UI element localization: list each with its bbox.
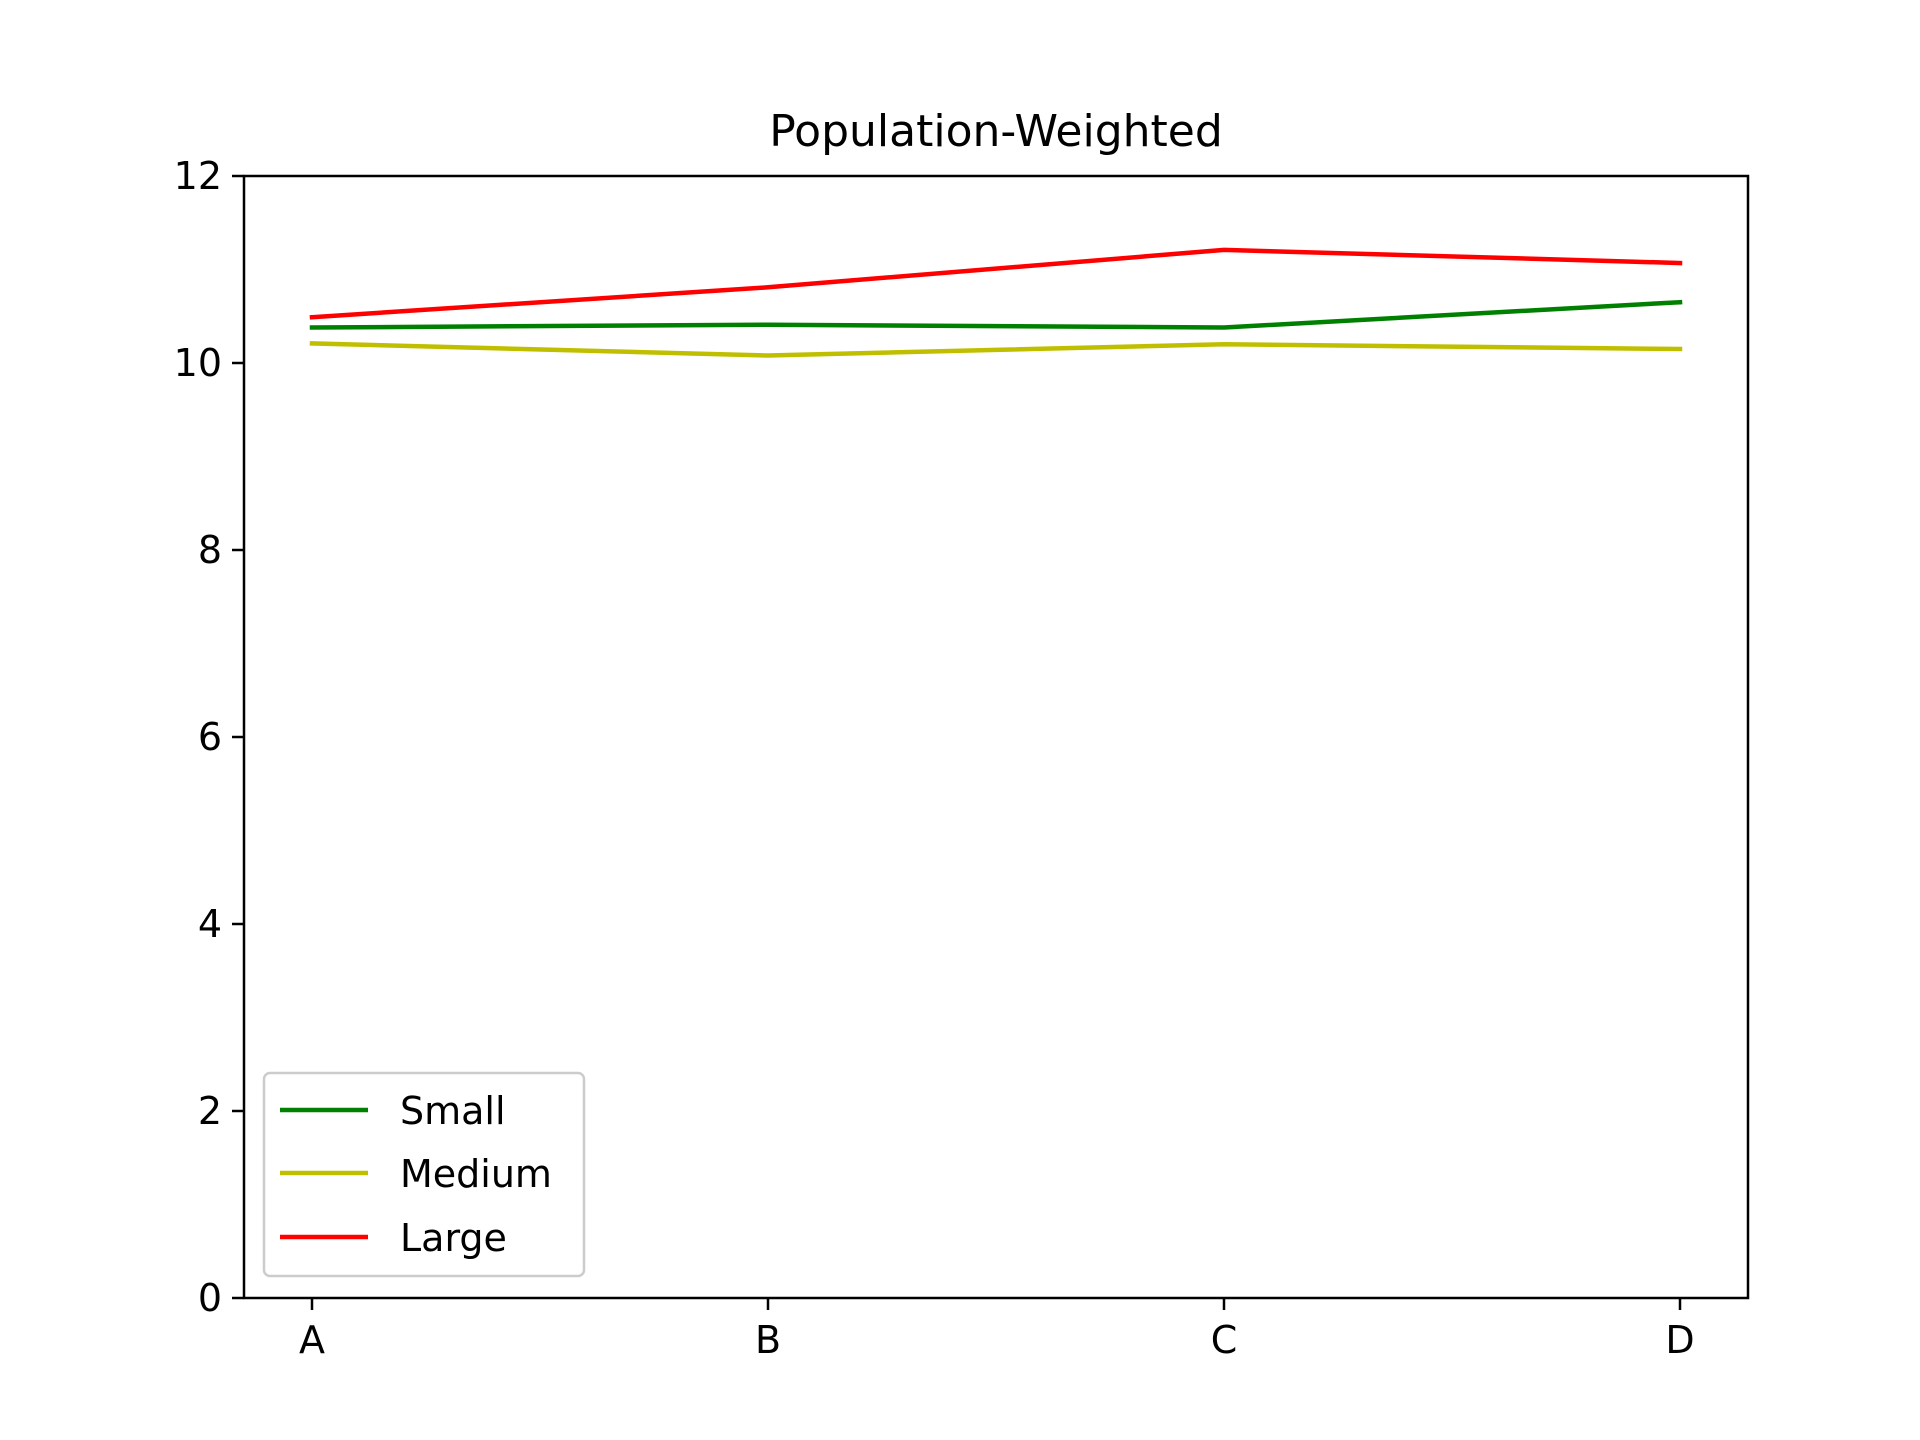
- x-tick-label: B: [755, 1318, 781, 1362]
- legend-box: [262, 1071, 586, 1278]
- y-tick-label: 6: [198, 715, 222, 759]
- series-layer: [309, 247, 1683, 358]
- series-line-large: [309, 247, 1683, 320]
- x-tick-label: A: [299, 1318, 325, 1362]
- series-line-medium: [309, 341, 1683, 358]
- y-tick-label: 0: [198, 1276, 222, 1320]
- plot-area-frame: [242, 174, 1750, 1300]
- x-axis-ticks: A B C D: [299, 1298, 1695, 1362]
- legend-label-large: Large: [400, 1216, 507, 1260]
- y-tick-label: 12: [174, 154, 222, 198]
- legend: Small Medium Large: [262, 1071, 586, 1278]
- legend-label-small: Small: [400, 1089, 506, 1133]
- x-tick-label: C: [1211, 1318, 1238, 1362]
- x-tick-label: D: [1665, 1318, 1694, 1362]
- legend-label-medium: Medium: [400, 1152, 552, 1196]
- y-tick-label: 2: [198, 1089, 222, 1133]
- y-tick-label: 10: [174, 341, 222, 385]
- y-tick-label: 8: [198, 528, 222, 572]
- chart-title: Population-Weighted: [769, 106, 1223, 157]
- y-axis-ticks: 0 2 4 6 8 10 12: [174, 154, 244, 1320]
- series-line-small: [309, 299, 1683, 330]
- y-tick-label: 4: [198, 902, 222, 946]
